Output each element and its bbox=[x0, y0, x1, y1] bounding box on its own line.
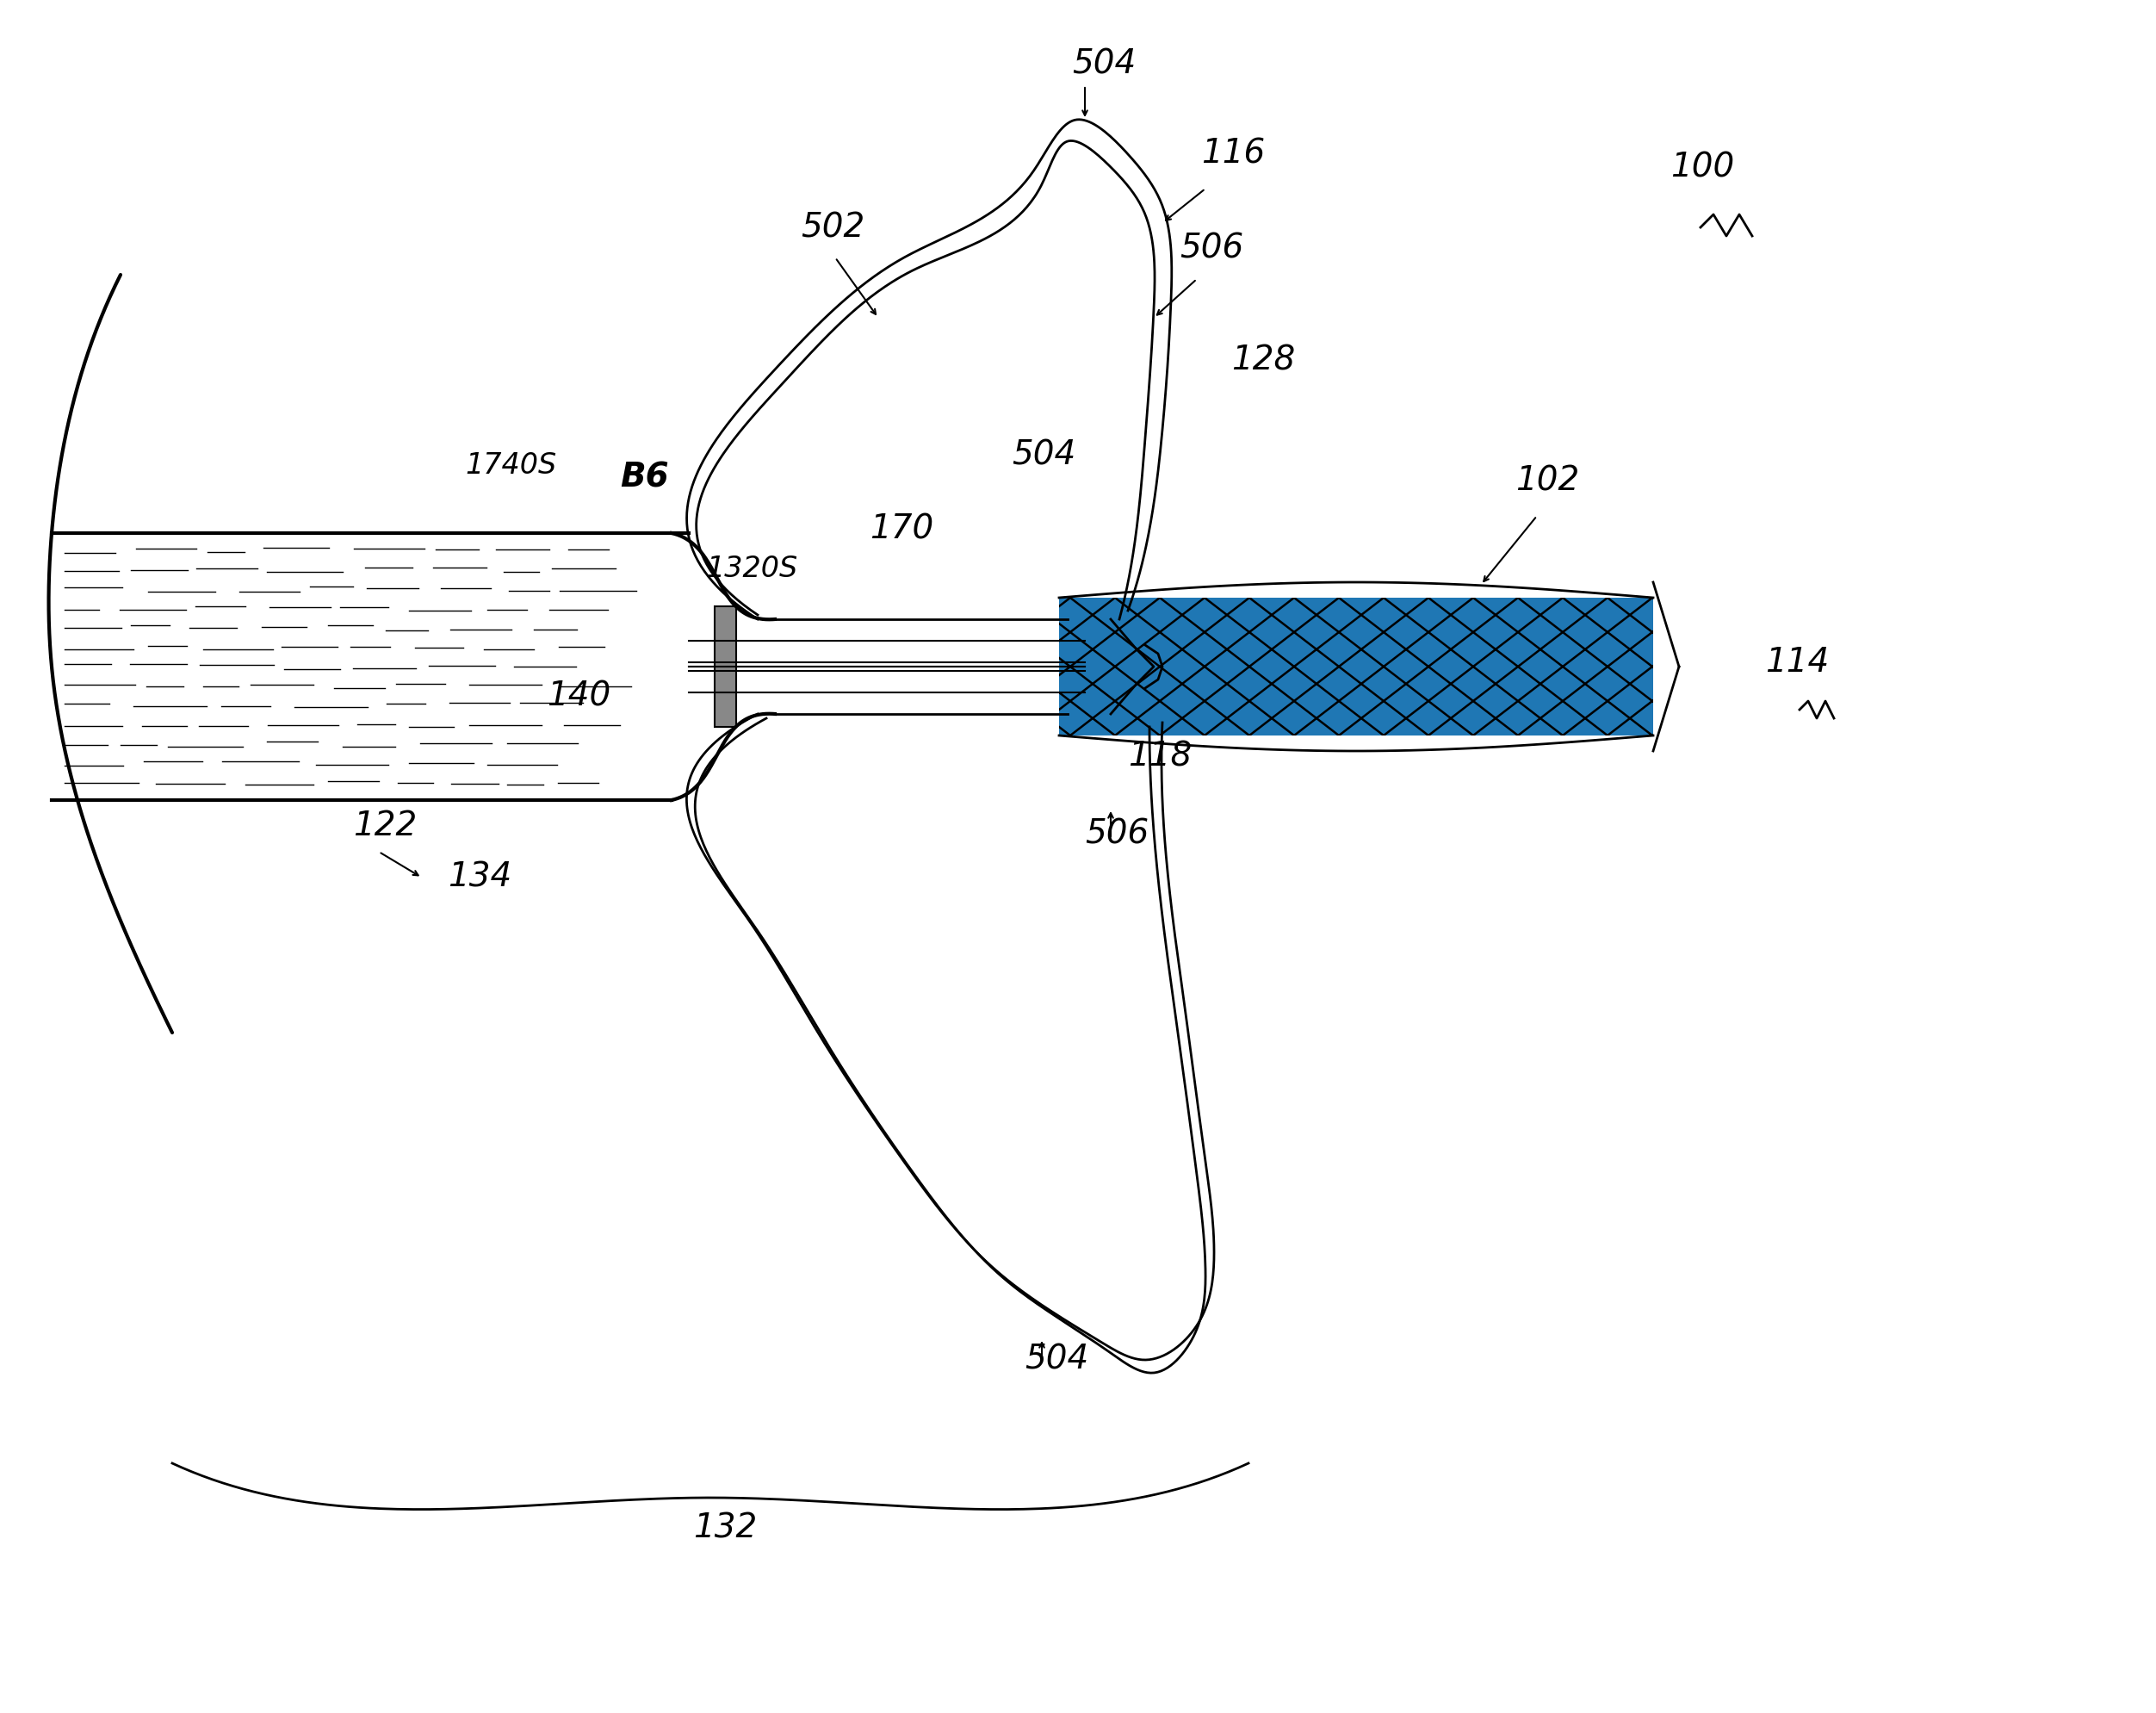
Text: 118: 118 bbox=[1128, 740, 1192, 773]
Text: 114: 114 bbox=[1766, 646, 1828, 678]
Text: 102: 102 bbox=[1516, 464, 1580, 497]
Text: 504: 504 bbox=[1011, 439, 1076, 471]
Text: 170: 170 bbox=[869, 512, 934, 545]
Bar bbox=[1059, 598, 1654, 737]
Text: 122: 122 bbox=[354, 809, 416, 841]
Text: 1740S: 1740S bbox=[466, 451, 556, 480]
Text: 116: 116 bbox=[1201, 137, 1266, 170]
Bar bbox=[714, 606, 735, 728]
Text: 506: 506 bbox=[1084, 817, 1149, 850]
Text: 132: 132 bbox=[692, 1511, 757, 1543]
Text: 134: 134 bbox=[448, 862, 511, 894]
Text: 504: 504 bbox=[1024, 1343, 1089, 1376]
Text: 506: 506 bbox=[1179, 233, 1244, 266]
Text: 504: 504 bbox=[1072, 48, 1136, 81]
Text: 1320S: 1320S bbox=[705, 555, 798, 582]
Text: 128: 128 bbox=[1231, 344, 1296, 377]
Text: 502: 502 bbox=[800, 211, 865, 243]
Text: 100: 100 bbox=[1671, 151, 1733, 183]
Text: 140: 140 bbox=[548, 680, 610, 713]
Text: B6: B6 bbox=[621, 461, 668, 493]
